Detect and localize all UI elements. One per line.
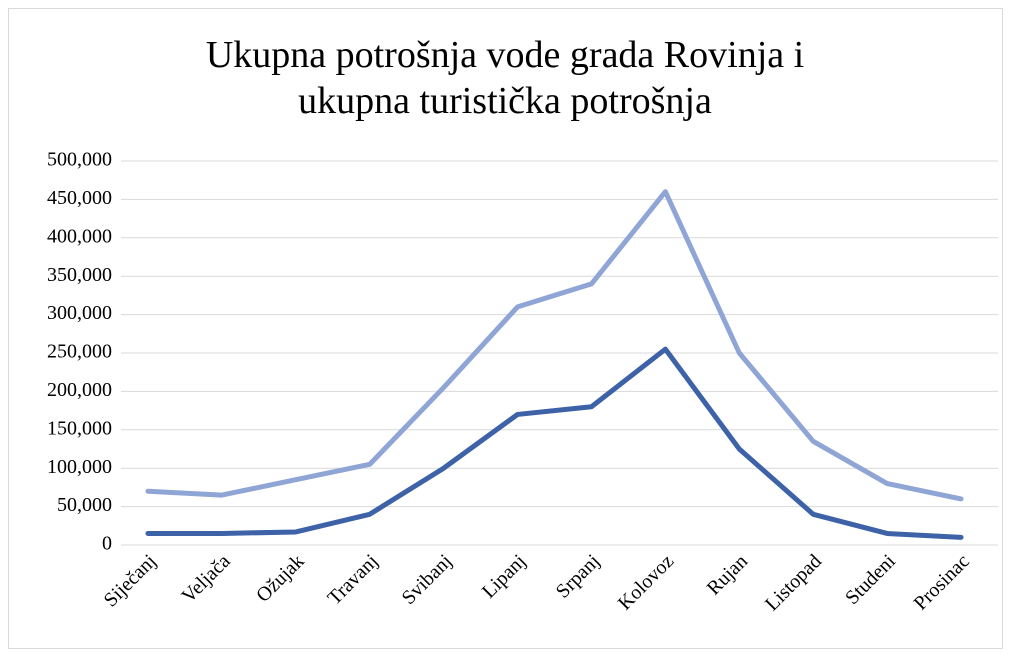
x-tick-label: Lipanj xyxy=(478,550,530,602)
y-tick-label: 250,000 xyxy=(47,341,112,363)
chart-title: Ukupna potrošnja vode grada Rovinja i uk… xyxy=(205,34,805,122)
x-tick-label: Rujan xyxy=(703,550,752,599)
x-tick-label: Srpanj xyxy=(552,550,604,602)
series-line xyxy=(145,189,964,502)
x-tick-label: Prosinac xyxy=(910,550,974,614)
y-tick-label: 450,000 xyxy=(47,187,112,209)
x-tick-label: Listopad xyxy=(761,550,826,615)
y-tick-label: 50,000 xyxy=(57,494,112,516)
x-tick-label: Kolovoz xyxy=(614,550,678,614)
x-tick-label: Veljača xyxy=(177,550,234,607)
y-tick-label: 0 xyxy=(102,533,112,555)
x-tick-label: Travanj xyxy=(323,550,382,609)
y-tick-label: 150,000 xyxy=(47,417,112,439)
y-tick-label: 200,000 xyxy=(47,379,112,401)
y-tick-label: 100,000 xyxy=(47,456,112,478)
chart-border xyxy=(8,8,1003,649)
x-tick-label: Siječanj xyxy=(100,550,161,611)
y-tick-label: 500,000 xyxy=(47,149,112,171)
series-line xyxy=(145,346,964,540)
y-tick-label: 350,000 xyxy=(47,264,112,286)
x-tick-label: Studeni xyxy=(841,550,900,609)
x-tick-label: Ožujak xyxy=(252,550,308,606)
y-tick-label: 300,000 xyxy=(47,302,112,324)
x-tick-label: Svibanj xyxy=(398,550,457,609)
y-tick-label: 400,000 xyxy=(47,225,112,247)
